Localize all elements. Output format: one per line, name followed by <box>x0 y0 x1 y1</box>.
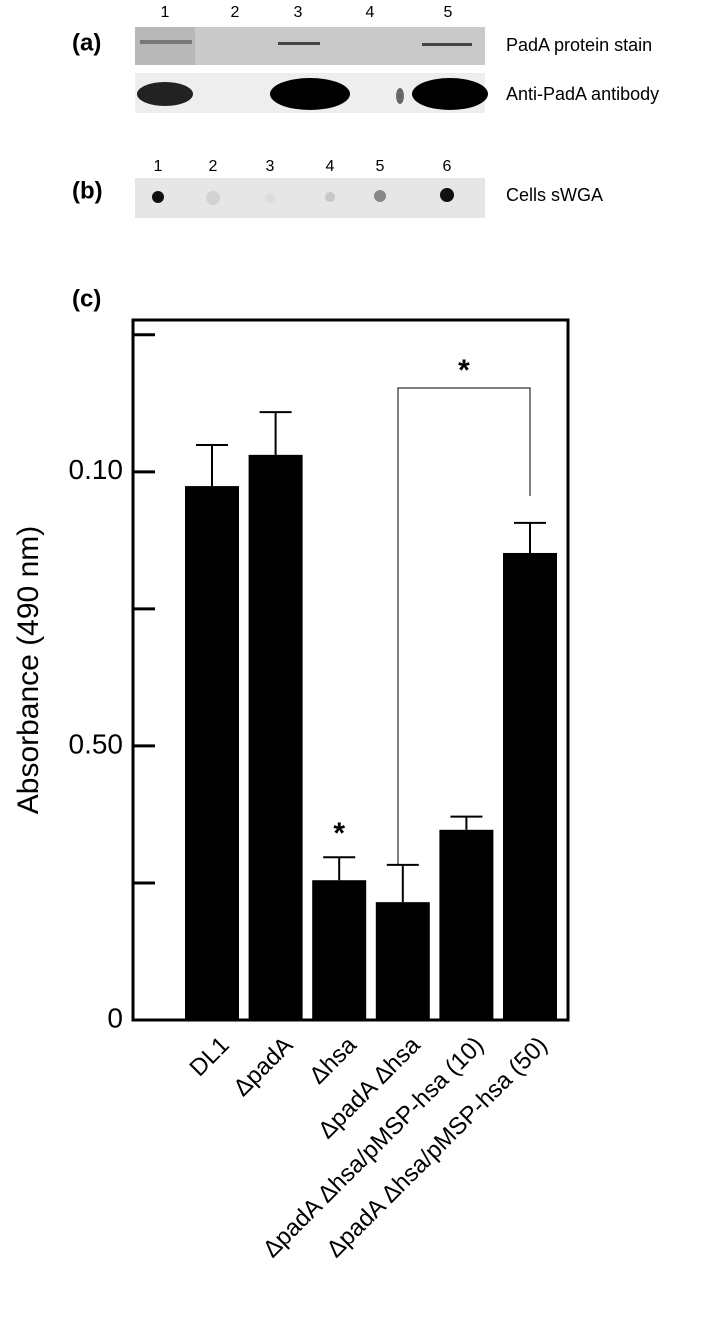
bar <box>503 552 557 1020</box>
bar <box>439 829 494 1020</box>
y-tick-label: 0.50 <box>69 728 124 759</box>
error-bar <box>196 443 228 487</box>
error-bar <box>259 411 292 455</box>
lane-number: 6 <box>443 158 452 175</box>
panel-label: (a) <box>72 29 101 56</box>
lane-number: 4 <box>326 158 335 175</box>
blot-a <box>135 27 488 113</box>
x-tick-label: Δhsa <box>304 1031 362 1089</box>
blot-row-label: Anti-PadA antibody <box>506 84 659 104</box>
y-tick-label: 0 <box>107 1002 123 1033</box>
lane-number: 1 <box>161 4 170 21</box>
lane-number: 1 <box>154 158 163 175</box>
lane-number: 5 <box>376 158 385 175</box>
annotation: * <box>333 817 345 850</box>
lane-number: 4 <box>366 4 375 21</box>
blot-row-label: Cells sWGA <box>506 185 603 205</box>
lane-number: 3 <box>294 4 303 21</box>
bar <box>185 486 239 1020</box>
panel-label: (c) <box>72 285 101 312</box>
annotation: * <box>458 354 470 387</box>
lane-number: 2 <box>231 4 240 21</box>
blot-b <box>135 178 485 218</box>
error-bar <box>323 856 356 881</box>
error-bar <box>386 863 419 903</box>
bar <box>375 902 430 1020</box>
lane-number: 3 <box>266 158 275 175</box>
bar <box>312 880 367 1020</box>
significance-bracket <box>397 387 531 865</box>
y-tick-label: 0.10 <box>69 454 124 485</box>
error-bar <box>450 815 483 830</box>
bar <box>248 454 303 1020</box>
lane-number: 5 <box>444 4 453 21</box>
error-bar <box>514 521 546 553</box>
panel-label: (b) <box>72 177 103 204</box>
x-tick-label: ΔpadA <box>228 1032 298 1102</box>
y-axis-label: Absorbance (490 nm) <box>12 526 45 815</box>
lane-number: 2 <box>209 158 218 175</box>
x-tick-label: DL1 <box>185 1032 235 1082</box>
blot-row-label: PadA protein stain <box>506 35 652 55</box>
